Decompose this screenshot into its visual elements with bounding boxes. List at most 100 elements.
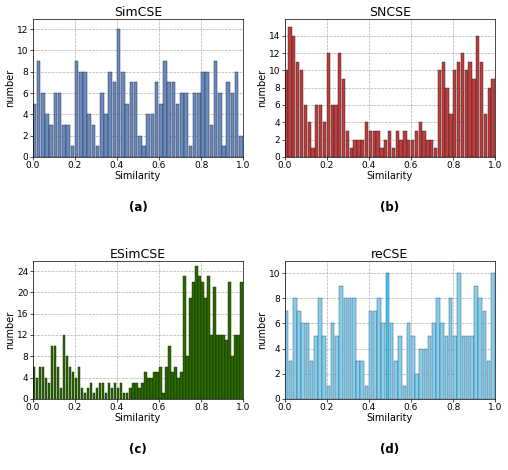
Bar: [58, 93, 61, 157]
Bar: [491, 273, 495, 399]
Bar: [168, 345, 171, 399]
Bar: [407, 323, 410, 399]
Bar: [147, 377, 149, 399]
Bar: [235, 72, 238, 157]
Bar: [184, 93, 188, 157]
Bar: [129, 388, 132, 399]
Bar: [449, 114, 453, 157]
Bar: [90, 383, 92, 399]
X-axis label: Similarity: Similarity: [115, 172, 161, 181]
Bar: [357, 140, 361, 157]
Bar: [462, 336, 465, 399]
Bar: [172, 82, 175, 157]
Bar: [225, 340, 228, 399]
Bar: [461, 53, 464, 157]
Bar: [240, 282, 243, 399]
Bar: [159, 367, 162, 399]
Bar: [93, 393, 96, 399]
Bar: [81, 388, 83, 399]
Bar: [420, 349, 423, 399]
Bar: [109, 72, 112, 157]
Bar: [150, 114, 154, 157]
Bar: [331, 323, 334, 399]
Bar: [339, 286, 343, 399]
Bar: [484, 114, 487, 157]
Bar: [168, 82, 171, 157]
Bar: [234, 335, 237, 399]
Y-axis label: number: number: [6, 311, 16, 349]
Bar: [195, 266, 198, 399]
Bar: [41, 93, 45, 157]
Bar: [465, 70, 468, 157]
Bar: [126, 393, 129, 399]
Bar: [213, 287, 216, 399]
Bar: [284, 70, 288, 157]
Bar: [162, 393, 165, 399]
Bar: [96, 146, 100, 157]
Bar: [120, 383, 122, 399]
Bar: [37, 61, 41, 157]
Bar: [444, 336, 448, 399]
Bar: [223, 146, 226, 157]
Bar: [174, 367, 177, 399]
Bar: [33, 104, 36, 157]
Bar: [432, 323, 436, 399]
Bar: [146, 114, 150, 157]
Bar: [62, 125, 66, 157]
Bar: [83, 72, 87, 157]
Bar: [380, 148, 384, 157]
Bar: [382, 323, 385, 399]
Bar: [392, 148, 395, 157]
Bar: [223, 335, 225, 399]
Bar: [165, 367, 168, 399]
Text: (c): (c): [129, 443, 147, 456]
Bar: [239, 135, 243, 157]
Bar: [99, 383, 102, 399]
Bar: [300, 70, 303, 157]
Bar: [87, 388, 89, 399]
Bar: [138, 388, 141, 399]
Bar: [132, 383, 135, 399]
Bar: [171, 372, 174, 399]
Bar: [141, 383, 144, 399]
Bar: [62, 335, 65, 399]
Bar: [350, 148, 353, 157]
Bar: [301, 323, 305, 399]
Bar: [186, 356, 188, 399]
Bar: [42, 367, 44, 399]
Bar: [479, 298, 482, 399]
Bar: [403, 131, 406, 157]
Bar: [304, 105, 307, 157]
Bar: [113, 82, 116, 157]
Bar: [155, 82, 158, 157]
Bar: [327, 53, 330, 157]
Bar: [163, 61, 167, 157]
Bar: [430, 140, 433, 157]
Title: SNCSE: SNCSE: [369, 6, 411, 18]
Bar: [307, 122, 311, 157]
Bar: [177, 377, 180, 399]
Bar: [210, 335, 213, 399]
Bar: [424, 349, 427, 399]
Y-axis label: number: number: [258, 311, 268, 349]
Bar: [292, 36, 296, 157]
Bar: [201, 72, 205, 157]
Bar: [470, 336, 473, 399]
Bar: [335, 336, 339, 399]
Bar: [96, 388, 99, 399]
Bar: [84, 393, 86, 399]
Bar: [449, 298, 453, 399]
Bar: [396, 131, 399, 157]
Bar: [373, 131, 376, 157]
Bar: [71, 146, 74, 157]
X-axis label: Similarity: Similarity: [367, 172, 413, 181]
Bar: [67, 125, 70, 157]
Bar: [488, 88, 491, 157]
Bar: [204, 298, 207, 399]
Bar: [415, 131, 418, 157]
Bar: [315, 105, 319, 157]
Bar: [117, 388, 119, 399]
Bar: [407, 140, 410, 157]
Bar: [114, 383, 116, 399]
Bar: [398, 336, 402, 399]
